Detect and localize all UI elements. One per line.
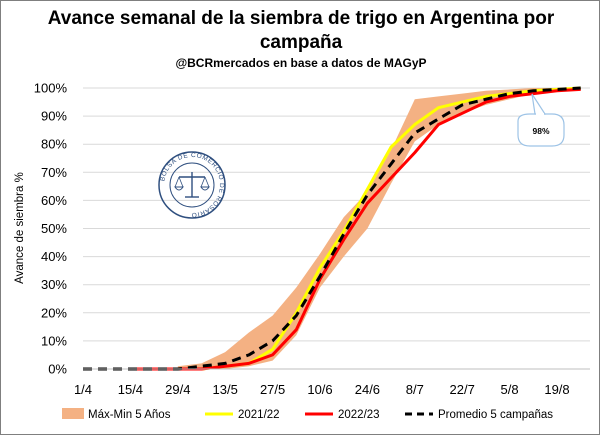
y-tick-label: 60%: [41, 193, 67, 208]
x-tick-label: 15/4: [118, 382, 143, 397]
chart-title: Avance semanal de la siembra de trigo en…: [1, 7, 600, 55]
y-tick-label: 40%: [41, 249, 67, 264]
annotation-label: 98%: [532, 126, 549, 136]
legend-label: 2022/23: [338, 409, 380, 421]
seal-outer-ring: [158, 151, 226, 219]
chart-title-line-2: campaña: [259, 32, 343, 53]
chart-title-line-1: Avance semanal de la siembra de trigo en…: [47, 8, 555, 29]
legend-label: Promedio 5 campañas: [438, 409, 553, 421]
x-tick-label: 22/7: [450, 382, 475, 397]
y-tick-label: 90%: [41, 109, 67, 124]
x-tick-label: 5/8: [501, 382, 519, 397]
legend-swatch: [62, 408, 84, 419]
y-tick-label: 0%: [48, 362, 67, 377]
legend: Máx-Min 5 Años 2021/22 2022/23 Promedio 5 c…: [62, 408, 553, 421]
x-tick-label: 10/6: [307, 382, 332, 397]
x-tick-label: 1/4: [74, 382, 92, 397]
legend-item-3: Promedio 5 campañas: [405, 409, 553, 421]
y-tick-label: 20%: [41, 305, 67, 320]
annotation-pointer: [531, 93, 547, 115]
annotation-bubble: [517, 113, 565, 147]
y-axis-label: Avance de siembra %: [14, 172, 26, 284]
x-tick-label: 19/8: [544, 382, 569, 397]
y-tick-label: 70%: [41, 165, 67, 180]
legend-item-2: 2022/23: [305, 409, 380, 421]
legend-item-1: 2021/22: [205, 409, 280, 421]
seal-inner-ring: [169, 162, 215, 208]
x-tick-label: 13/5: [213, 382, 238, 397]
watermark-logo: BOLSA DE COMERCIO DE ROSARIO: [158, 151, 226, 219]
annotation-layer: 98%: [517, 93, 565, 147]
y-tick-label: 10%: [41, 333, 67, 348]
y-tick-label: 50%: [41, 221, 67, 236]
x-tick-label: 8/7: [406, 382, 424, 397]
x-tick-label: 29/4: [165, 382, 190, 397]
legend-label: Máx-Min 5 Años: [88, 409, 171, 421]
y-tick-label: 80%: [41, 137, 67, 152]
legend-label: 2021/22: [238, 409, 280, 421]
axis-layer: 0% 10% 20% 30% 40% 50% 60% 70% 80% 90% 100% 1/4 15/4…: [34, 81, 590, 397]
legend-item-0: Máx-Min 5 Años: [62, 408, 171, 421]
y-tick-label: 100%: [34, 81, 68, 96]
x-tick-label: 27/5: [260, 382, 285, 397]
chart-subtitle: @BCRmercados en base a datos de MAGyP: [175, 56, 427, 70]
x-tick-label: 24/6: [355, 382, 380, 397]
y-tick-label: 30%: [41, 277, 67, 292]
